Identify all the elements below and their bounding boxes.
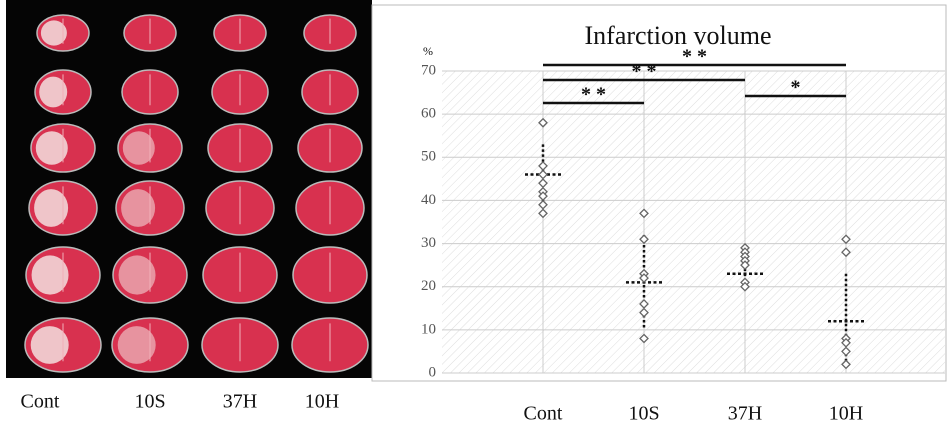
significance-label: * * [632, 61, 657, 83]
y-tick-label: 60 [421, 106, 436, 122]
x-tick-label: 37H [728, 403, 762, 425]
photo-label: Cont [21, 391, 60, 413]
y-tick-label: 0 [429, 364, 437, 380]
point [639, 307, 649, 318]
y-tick-label: 40 [421, 192, 436, 208]
plot-area [442, 71, 945, 373]
infarct [118, 255, 156, 295]
y-tick-label: 10 [421, 321, 436, 337]
brain-slices [24, 14, 369, 373]
infarct [117, 326, 156, 364]
photo-label: 10H [305, 391, 339, 413]
point [841, 346, 851, 357]
infarct [40, 20, 67, 46]
chart-title: Infarction volume [585, 21, 772, 50]
infarct [34, 189, 69, 227]
significance-label: * [791, 77, 801, 99]
point [639, 333, 649, 344]
point [740, 281, 750, 292]
point [841, 247, 851, 258]
x-tick-label: 10H [829, 403, 863, 425]
y-axis-label: % [423, 44, 433, 58]
infarct [121, 189, 156, 227]
point [639, 273, 649, 284]
point [538, 208, 548, 219]
point [639, 234, 649, 245]
infarct [30, 326, 69, 364]
significance-label: * * [682, 46, 707, 68]
infarct [31, 255, 69, 295]
infarct [35, 131, 68, 165]
infarct [39, 76, 68, 108]
photo-label: 37H [223, 391, 257, 413]
y-tick-label: 20 [421, 278, 436, 294]
y-tick-label: 30 [421, 235, 436, 251]
y-tick-label: 50 [421, 149, 436, 165]
point [841, 234, 851, 245]
infarct [122, 131, 155, 165]
significance-label: * * [581, 84, 606, 106]
x-tick-label: Cont [524, 403, 563, 425]
x-tick-label: 10S [628, 403, 659, 425]
point [740, 260, 750, 271]
point [841, 359, 851, 370]
point [538, 117, 548, 128]
point [639, 208, 649, 219]
photo-label: 10S [134, 391, 165, 413]
y-tick-label: 70 [421, 62, 436, 78]
